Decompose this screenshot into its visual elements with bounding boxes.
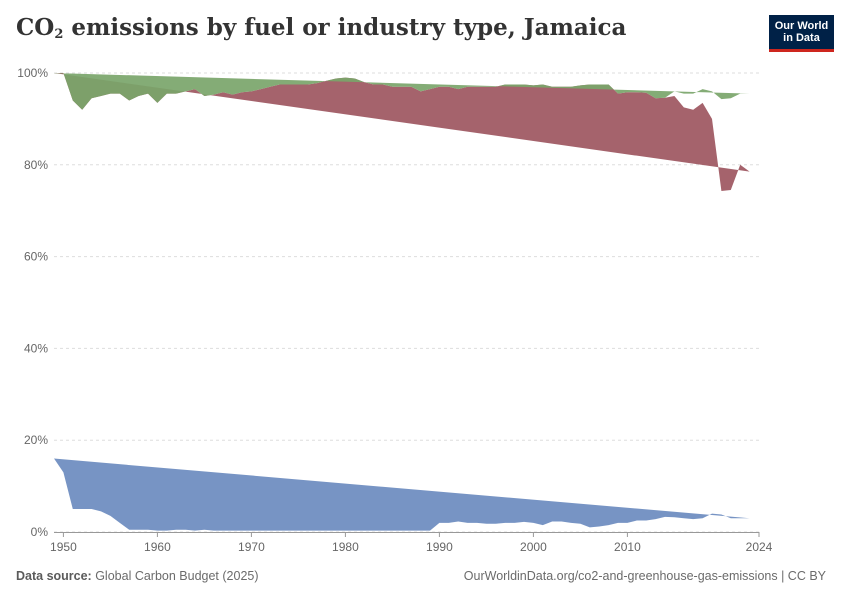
logo-line-2: in Data	[783, 32, 820, 44]
y-tick-label: 60%	[24, 250, 48, 264]
legend-cement: Cement	[764, 0, 808, 3]
x-tick-label: 2010	[614, 540, 641, 554]
x-tick-label: 1950	[50, 540, 77, 554]
x-tick-label: 2024	[746, 540, 773, 554]
logo-line-1: Our World	[774, 20, 829, 32]
data-source-text: Global Carbon Budget (2025)	[91, 569, 259, 583]
owid-logo[interactable]: Our World in Data	[769, 15, 834, 52]
area-gas	[54, 73, 750, 110]
title-co: CO	[16, 14, 55, 41]
x-tick-label: 1990	[426, 540, 453, 554]
data-source-label: Data source:	[16, 569, 92, 583]
y-axis-ticks: 0% 20% 40% 60% 80% 100%	[17, 66, 48, 539]
x-tick-label: 1980	[332, 540, 359, 554]
y-tick-label: 0%	[31, 525, 49, 539]
x-axis: 1950 1960 1970 1980 1990 2000 2010 2024	[50, 532, 773, 554]
x-tick-label: 2000	[520, 540, 547, 554]
x-tick-label: 1960	[144, 540, 171, 554]
title-rest: emissions by fuel or industry type, Jama…	[63, 14, 627, 41]
y-tick-label: 100%	[17, 66, 48, 80]
title-subscript: 2	[54, 27, 64, 42]
legend-coal: Coal	[764, 0, 790, 3]
legend: CementGasOilCoal	[764, 0, 808, 3]
y-tick-label: 80%	[24, 158, 48, 172]
y-tick-label: 40%	[24, 341, 48, 355]
chart-title: CO2 emissions by fuel or industry type, …	[16, 14, 626, 42]
legend-oil: Oil	[764, 0, 779, 3]
y-tick-label: 20%	[24, 433, 48, 447]
source-link[interactable]: OurWorldinData.org/co2-and-greenhouse-ga…	[463, 569, 826, 583]
x-tick-label: 1970	[238, 540, 265, 554]
area-coal	[54, 458, 750, 531]
area-oil	[54, 73, 750, 191]
data-source: Data source: Global Carbon Budget (2025)	[16, 569, 259, 583]
area-series-group	[54, 73, 750, 531]
legend-gas: Gas	[764, 0, 787, 3]
